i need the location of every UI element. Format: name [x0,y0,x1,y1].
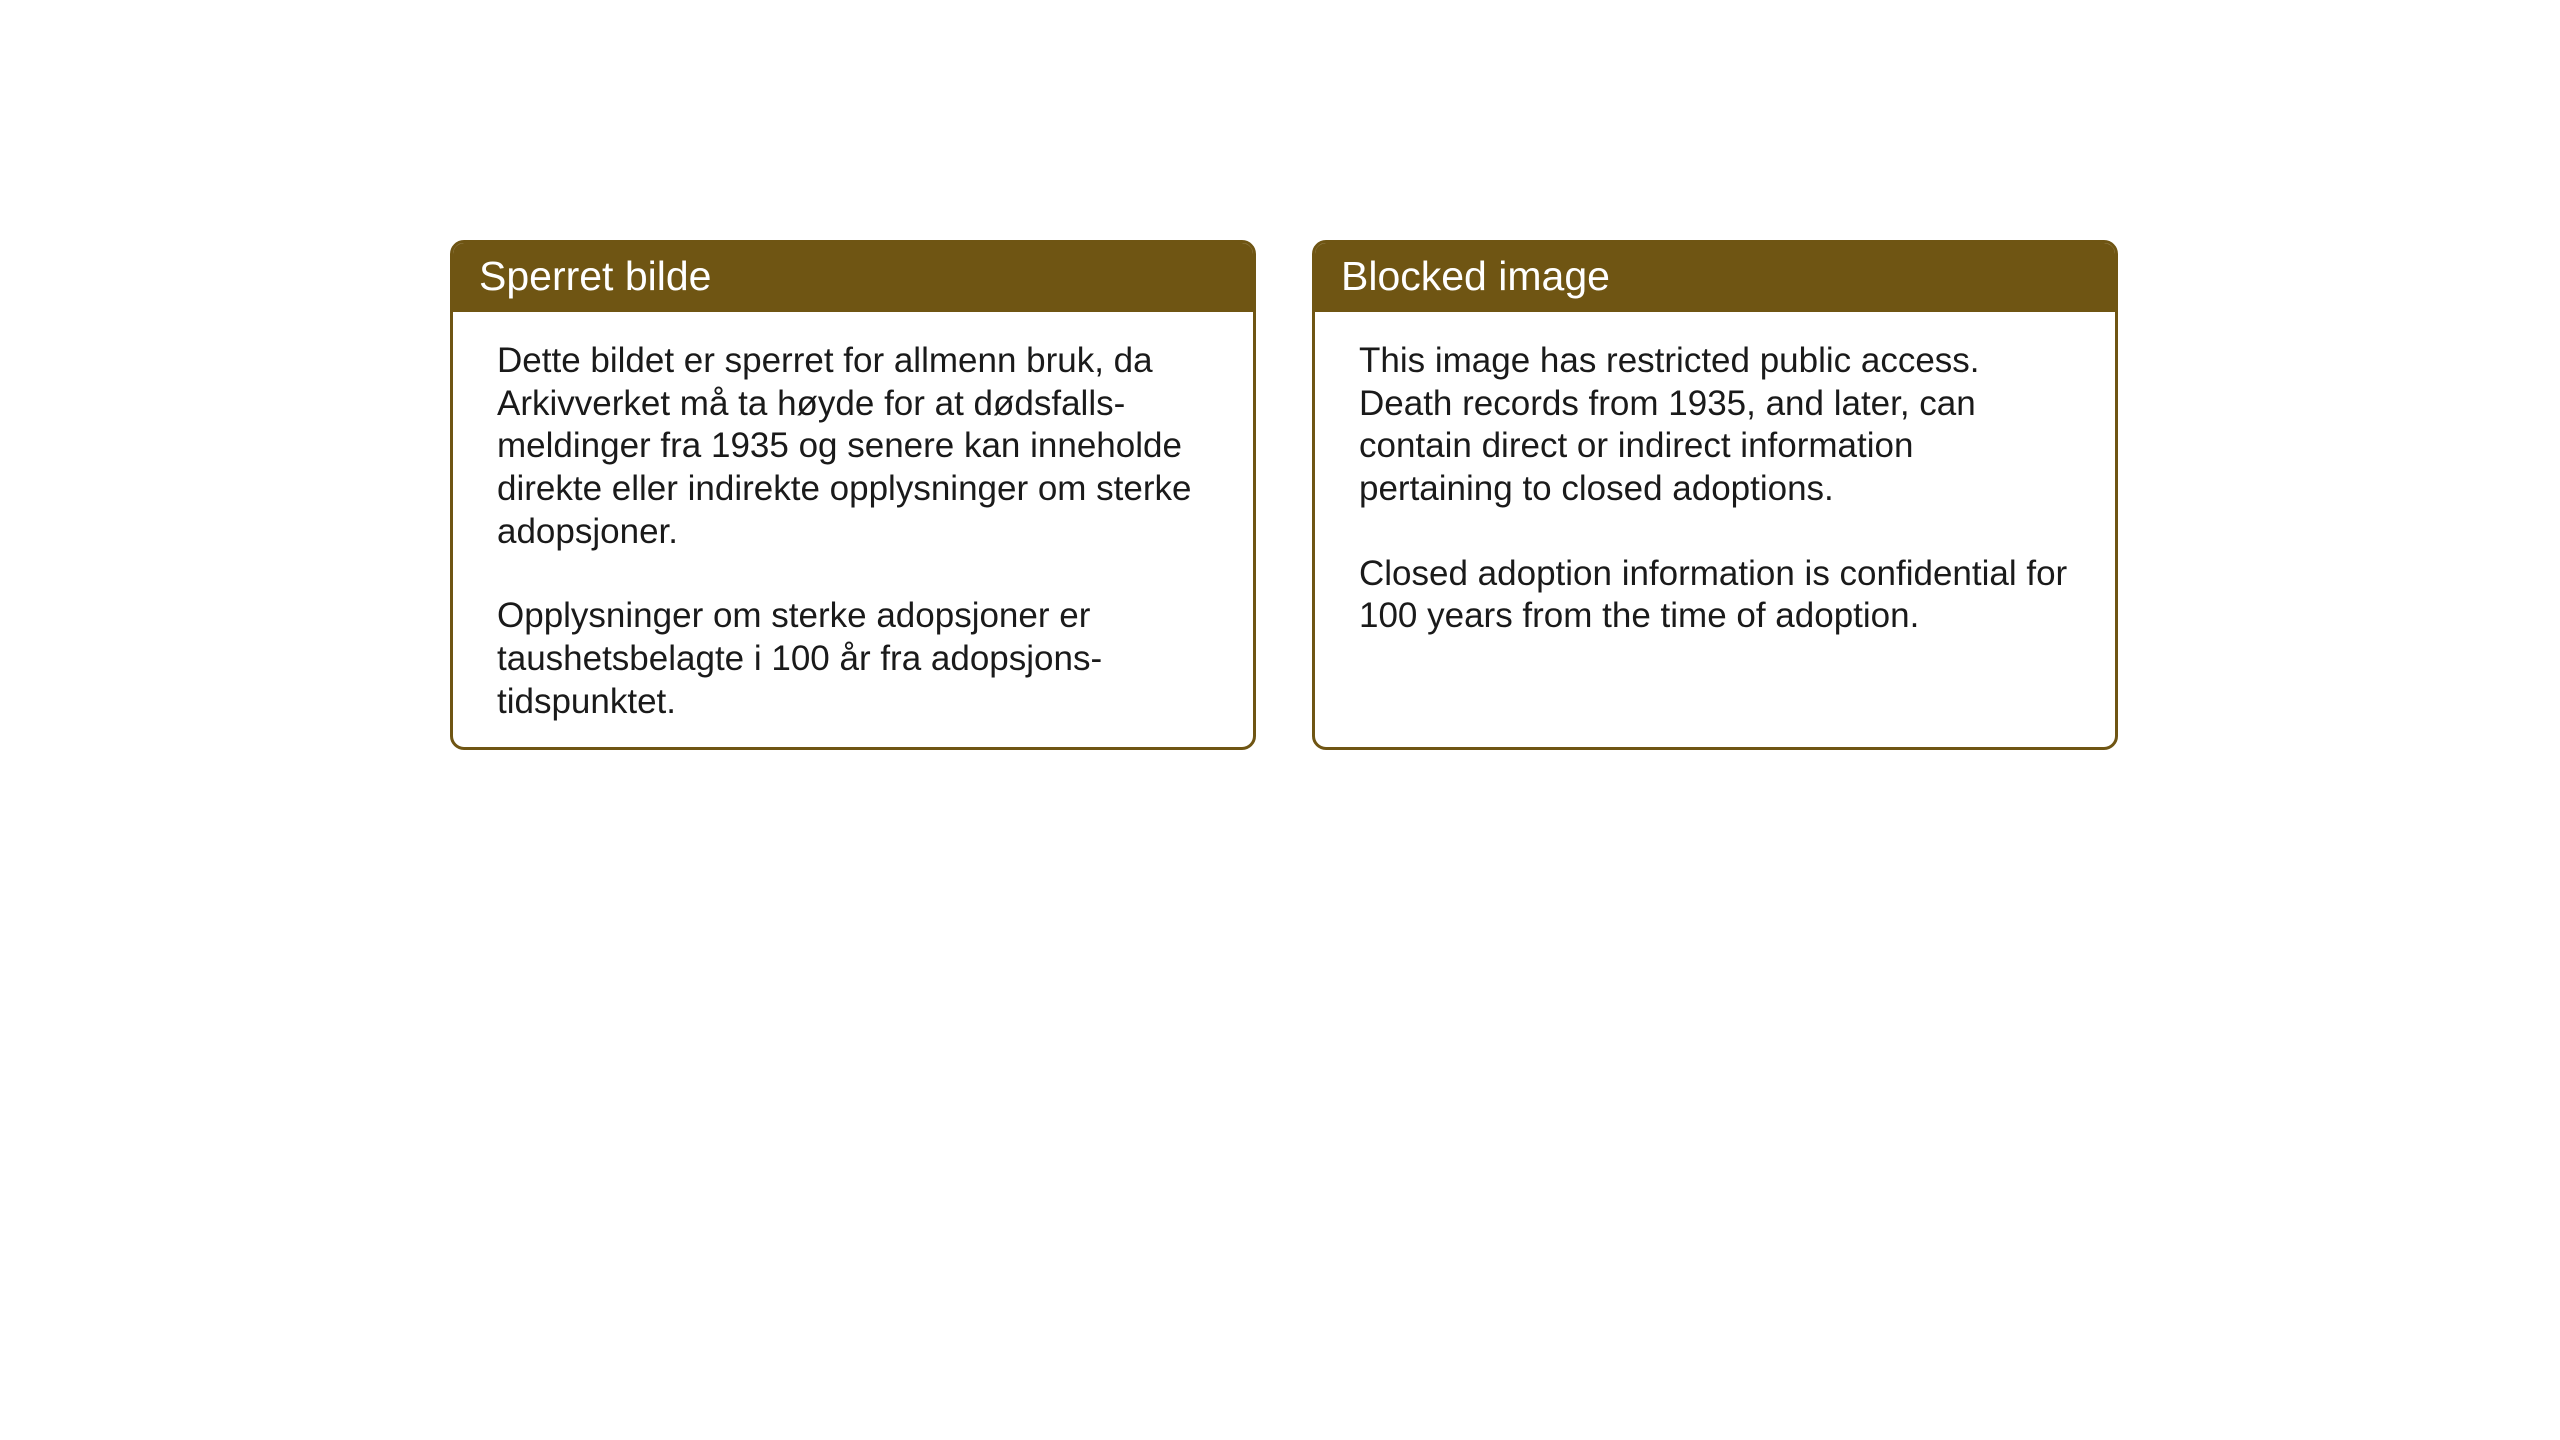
notice-card-norwegian: Sperret bilde Dette bildet er sperret fo… [450,240,1256,750]
paragraph-norwegian-2: Opplysninger om sterke adopsjoner er tau… [497,595,1209,723]
card-header-english: Blocked image [1315,243,2115,312]
card-body-norwegian: Dette bildet er sperret for allmenn bruk… [453,312,1253,750]
card-header-norwegian: Sperret bilde [453,243,1253,312]
paragraph-english-2: Closed adoption information is confident… [1359,553,2071,638]
notice-card-english: Blocked image This image has restricted … [1312,240,2118,750]
card-title-norwegian: Sperret bilde [479,253,711,299]
paragraph-english-1: This image has restricted public access.… [1359,340,2071,511]
card-title-english: Blocked image [1341,253,1610,299]
paragraph-norwegian-1: Dette bildet er sperret for allmenn bruk… [497,340,1209,553]
notice-container: Sperret bilde Dette bildet er sperret fo… [450,240,2118,750]
card-body-english: This image has restricted public access.… [1315,312,2115,674]
